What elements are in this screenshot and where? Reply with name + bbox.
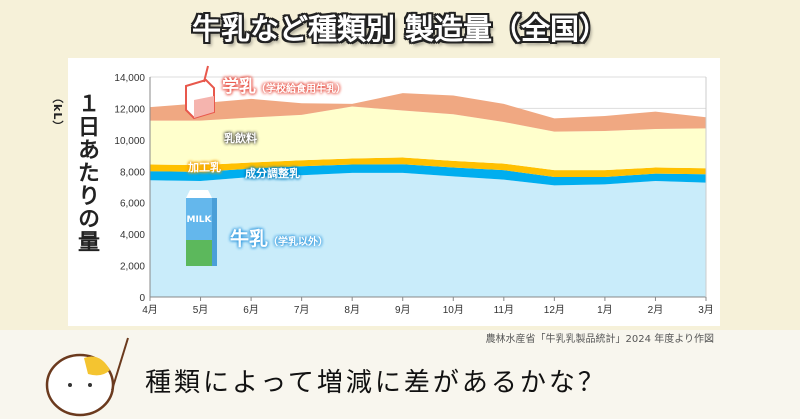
y-axis-title: １日あたりの量	[74, 92, 99, 253]
x-tick-label: 2月	[648, 304, 664, 316]
y-tick-label: 14,000	[114, 73, 145, 84]
label-nyuinryo: 乳飲料	[224, 132, 257, 145]
x-tick-label: 4月	[142, 304, 158, 316]
area-series-4	[150, 93, 706, 132]
area-series-0	[150, 172, 706, 297]
bottom-banner	[0, 330, 800, 419]
x-tick-label: 7月	[294, 304, 310, 316]
label-gakunyu-sub: （学校給食用牛乳）	[256, 84, 346, 95]
y-tick-label: 8,000	[120, 167, 145, 178]
x-tick-label: 3月	[698, 304, 714, 316]
label-gakunyu-main: 学乳	[222, 77, 256, 97]
y-tick-label: 10,000	[114, 136, 145, 147]
y-tick-label: 12,000	[114, 104, 145, 115]
label-gakunyu: 学乳（学校給食用牛乳）	[222, 72, 346, 97]
x-tick-label: 8月	[344, 304, 360, 316]
y-tick-label: 0	[139, 293, 145, 304]
y-tick-label: 6,000	[120, 199, 145, 210]
x-tick-label: 12月	[544, 304, 565, 316]
y-axis-unit: （kL）	[51, 92, 64, 133]
source-note: 農林水産省「牛乳乳製品統計」2024 年度より作図	[485, 334, 714, 345]
area-series-2	[150, 157, 706, 177]
area-series-3	[150, 106, 706, 171]
label-seibun: 成分調整乳	[245, 167, 300, 180]
x-tick-label: 1月	[597, 304, 613, 316]
y-axis-label: １日あたりの量 （kL）	[51, 92, 102, 292]
y-tick-label: 2,000	[120, 262, 145, 273]
page-title: 牛乳など種類別 製造量（全国）	[191, 12, 609, 46]
label-gyunyu-main: 牛乳	[230, 228, 269, 250]
label-gyunyu: 牛乳（学乳以外）	[230, 224, 328, 251]
x-tick-label: 5月	[193, 304, 209, 316]
x-tick-label: 10月	[443, 304, 464, 316]
label-kakonyu: 加工乳	[188, 161, 221, 174]
y-tick-label: 4,000	[120, 230, 145, 241]
label-gyunyu-sub: （学乳以外）	[268, 237, 329, 248]
x-tick-label: 11月	[494, 304, 514, 316]
area-series-1	[150, 164, 706, 186]
cat-mascot-icon	[45, 337, 129, 417]
caption-text: 種類によって増減に差があるかな？	[145, 368, 607, 398]
x-tick-label: 9月	[395, 304, 411, 316]
x-tick-label: 6月	[243, 304, 259, 316]
